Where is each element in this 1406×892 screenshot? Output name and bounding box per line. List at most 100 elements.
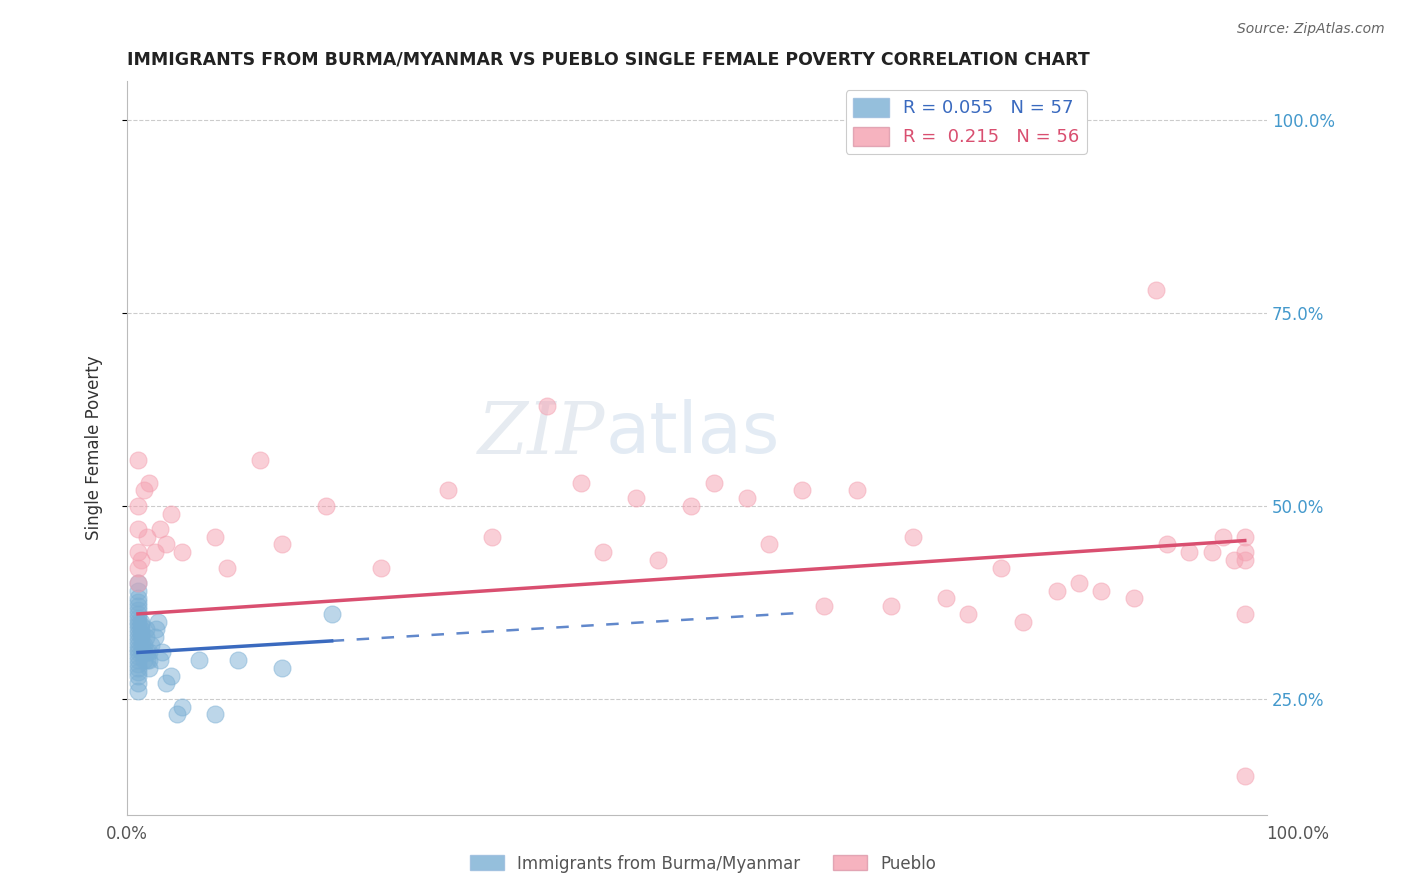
Point: [127, 545, 149, 559]
Point: [758, 537, 780, 551]
Point: [127, 645, 149, 659]
Point: [187, 653, 209, 667]
Point: [1222, 553, 1244, 567]
Point: [1212, 530, 1234, 544]
Point: [1178, 545, 1201, 559]
Point: [127, 576, 149, 591]
Point: [813, 599, 835, 614]
Point: [141, 638, 163, 652]
Point: [129, 626, 152, 640]
Point: [131, 638, 153, 652]
Point: [127, 623, 149, 637]
Point: [149, 653, 172, 667]
Point: [1046, 583, 1069, 598]
Point: [702, 475, 724, 490]
Point: [127, 499, 149, 513]
Point: [127, 630, 149, 644]
Point: [127, 595, 149, 609]
Point: [172, 545, 194, 559]
Point: [127, 591, 149, 606]
Point: [127, 657, 149, 671]
Text: 100.0%: 100.0%: [1265, 825, 1329, 843]
Point: [129, 615, 152, 629]
Point: [321, 607, 343, 621]
Point: [160, 507, 183, 521]
Point: [127, 599, 149, 614]
Point: [249, 452, 271, 467]
Point: [132, 653, 155, 667]
Point: [127, 634, 149, 648]
Point: [215, 560, 238, 574]
Point: [270, 537, 292, 551]
Point: [790, 483, 813, 498]
Point: [166, 707, 188, 722]
Point: [1090, 583, 1112, 598]
Point: [370, 560, 392, 574]
Point: [135, 623, 157, 637]
Point: [647, 553, 669, 567]
Point: [1144, 283, 1167, 297]
Point: [437, 483, 460, 498]
Point: [129, 618, 152, 632]
Point: [957, 607, 980, 621]
Point: [127, 618, 149, 632]
Legend: Immigrants from Burma/Myanmar, Pueblo: Immigrants from Burma/Myanmar, Pueblo: [464, 848, 942, 880]
Point: [135, 653, 157, 667]
Point: [127, 638, 149, 652]
Point: [127, 665, 149, 679]
Point: [132, 483, 155, 498]
Point: [879, 599, 901, 614]
Point: [138, 645, 160, 659]
Point: [145, 623, 167, 637]
Point: [1233, 553, 1256, 567]
Point: [1067, 576, 1090, 591]
Point: [536, 399, 558, 413]
Point: [127, 653, 149, 667]
Point: [1201, 545, 1223, 559]
Point: [132, 638, 155, 652]
Point: [127, 576, 149, 591]
Point: [127, 603, 149, 617]
Point: [150, 645, 173, 659]
Point: [129, 630, 152, 644]
Point: [127, 626, 149, 640]
Text: atlas: atlas: [606, 399, 780, 467]
Point: [1233, 545, 1256, 559]
Point: [935, 591, 957, 606]
Point: [129, 623, 152, 637]
Point: [226, 653, 249, 667]
Point: [135, 530, 157, 544]
Point: [1233, 769, 1256, 783]
Point: [204, 707, 226, 722]
Point: [127, 560, 149, 574]
Point: [138, 653, 160, 667]
Point: [127, 641, 149, 656]
Point: [160, 668, 183, 682]
Text: 0.0%: 0.0%: [105, 825, 148, 843]
Point: [129, 553, 152, 567]
Point: [138, 661, 160, 675]
Point: [127, 583, 149, 598]
Legend: R = 0.055   N = 57, R =  0.215   N = 56: R = 0.055 N = 57, R = 0.215 N = 56: [845, 90, 1087, 153]
Point: [846, 483, 869, 498]
Point: [270, 661, 292, 675]
Point: [138, 475, 160, 490]
Point: [127, 607, 149, 621]
Point: [143, 630, 166, 644]
Point: [204, 530, 226, 544]
Text: Source: ZipAtlas.com: Source: ZipAtlas.com: [1237, 22, 1385, 37]
Point: [127, 452, 149, 467]
Text: IMMIGRANTS FROM BURMA/MYANMAR VS PUEBLO SINGLE FEMALE POVERTY CORRELATION CHART: IMMIGRANTS FROM BURMA/MYANMAR VS PUEBLO …: [127, 51, 1090, 69]
Point: [315, 499, 337, 513]
Text: ZIP: ZIP: [478, 398, 606, 468]
Point: [149, 522, 172, 536]
Point: [735, 491, 758, 505]
Point: [592, 545, 614, 559]
Point: [127, 661, 149, 675]
Point: [127, 676, 149, 690]
Point: [1233, 530, 1256, 544]
Point: [1123, 591, 1146, 606]
Point: [901, 530, 924, 544]
Point: [155, 537, 177, 551]
Point: [990, 560, 1012, 574]
